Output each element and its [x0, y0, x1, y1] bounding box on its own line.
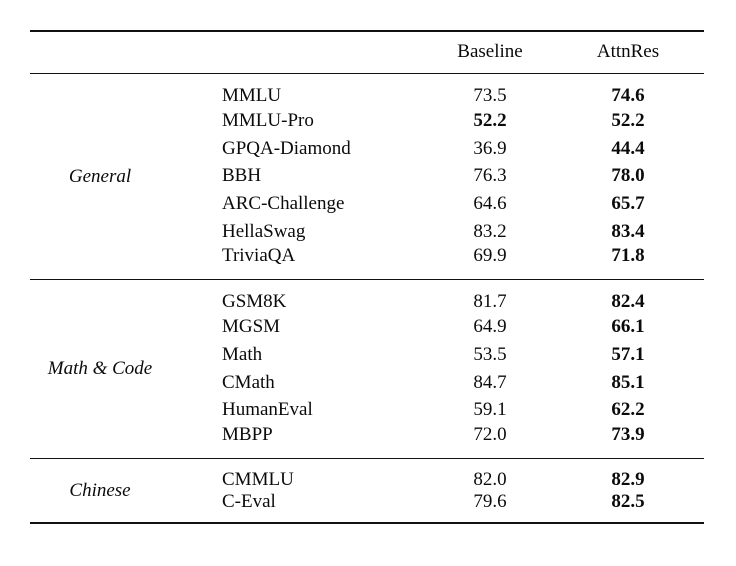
- baseline-score: 81.7: [473, 291, 507, 313]
- header-spacer-benchmark: [170, 31, 400, 74]
- table-row: ARC-Challenge 64.6 65.7: [30, 190, 704, 218]
- table-row: C-Eval 79.6 82.5: [30, 491, 704, 523]
- benchmark-name: GPQA-Diamond: [222, 137, 351, 159]
- table-group-general: General MMLU 73.5 74.6 MMLU-Pro 52.2 52.2 GPQA-…: [30, 73, 704, 280]
- table-row: MGSM 64.9 66.1: [30, 313, 704, 341]
- benchmark-name: MMLU-Pro: [222, 109, 314, 131]
- table-group-chinese: Chinese CMMLU 82.0 82.9 C-Eval 79.6 82.5: [30, 458, 704, 524]
- baseline-score: 36.9: [473, 137, 507, 159]
- attnres-score: 83.4: [611, 220, 645, 242]
- table-header-row: Baseline AttnRes: [30, 31, 704, 74]
- baseline-score: 76.3: [473, 165, 507, 187]
- attnres-score: 66.1: [611, 316, 645, 338]
- baseline-score: 82.0: [473, 469, 507, 491]
- benchmark-name: CMath: [222, 371, 275, 393]
- attnres-score: 44.4: [611, 137, 645, 159]
- baseline-score: 59.1: [473, 399, 507, 421]
- table-row: Math & Code GSM8K 81.7 82.4: [30, 280, 704, 379]
- benchmark-name: CMMLU: [222, 469, 294, 491]
- benchmark-name: HellaSwag: [222, 220, 306, 242]
- table-row: MBPP 72.0 73.9: [30, 424, 704, 459]
- attnres-score: 74.6: [611, 85, 645, 106]
- benchmark-name: BBH: [222, 165, 262, 187]
- table-row: BBH 76.3 78.0: [30, 162, 704, 190]
- baseline-score: 64.9: [473, 316, 507, 338]
- baseline-score: 69.9: [473, 245, 507, 267]
- table-row: HellaSwag 83.2 83.4: [30, 218, 704, 246]
- baseline-score: 53.5: [473, 343, 507, 365]
- attnres-score: 78.0: [611, 165, 645, 187]
- table-row: General MMLU 73.5 74.6: [30, 74, 704, 187]
- benchmark-results-table: Baseline AttnRes General MMLU 73.5 74.6 MMLU…: [30, 30, 704, 525]
- table-group-math-code: Math & Code GSM8K 81.7 82.4 MGSM 64.9 66.1 Math…: [30, 279, 704, 459]
- attnres-score: 73.9: [611, 424, 645, 446]
- attnres-score: 71.8: [611, 245, 645, 267]
- baseline-score: 83.2: [473, 220, 507, 242]
- benchmark-name: MMLU: [222, 85, 282, 106]
- attnres-score: 57.1: [611, 343, 645, 365]
- table-row: TriviaQA 69.9 71.8: [30, 245, 704, 280]
- benchmark-name: C-Eval: [222, 491, 276, 513]
- attnres-score: 82.9: [611, 469, 645, 491]
- attnres-score: 65.7: [611, 192, 645, 214]
- benchmark-name: MBPP: [222, 424, 273, 446]
- attnres-score: 85.1: [611, 371, 645, 393]
- baseline-score: 52.2: [473, 109, 507, 131]
- benchmark-name: MGSM: [222, 316, 281, 338]
- benchmark-name: ARC-Challenge: [222, 192, 345, 214]
- column-header-attnres: AttnRes: [596, 41, 660, 62]
- baseline-score: 84.7: [473, 371, 507, 393]
- attnres-score: 62.2: [611, 399, 645, 421]
- benchmark-name: HumanEval: [222, 399, 313, 421]
- table-row: HumanEval 59.1 62.2: [30, 397, 704, 425]
- table-row: GPQA-Diamond 36.9 44.4: [30, 135, 704, 163]
- table-row: Math 53.5 57.1: [30, 341, 704, 369]
- table-row: Chinese CMMLU 82.0 82.9: [30, 459, 704, 501]
- table-row: MMLU-Pro 52.2 52.2: [30, 107, 704, 135]
- benchmark-name: GSM8K: [222, 291, 287, 313]
- baseline-score: 73.5: [473, 85, 507, 106]
- benchmark-name: Math: [222, 343, 263, 365]
- attnres-score: 52.2: [611, 109, 645, 131]
- group-label: General: [68, 165, 132, 187]
- baseline-score: 72.0: [473, 424, 507, 446]
- table-row: CMath 84.7 85.1: [30, 369, 704, 397]
- header-spacer-group: [30, 31, 170, 74]
- baseline-score: 64.6: [473, 192, 507, 214]
- attnres-score: 82.5: [611, 491, 645, 513]
- group-label: Math & Code: [47, 358, 153, 380]
- attnres-score: 82.4: [611, 291, 645, 313]
- baseline-score: 79.6: [473, 491, 507, 513]
- benchmark-name: TriviaQA: [222, 245, 296, 267]
- group-label: Chinese: [69, 479, 131, 501]
- column-header-baseline: Baseline: [457, 41, 523, 62]
